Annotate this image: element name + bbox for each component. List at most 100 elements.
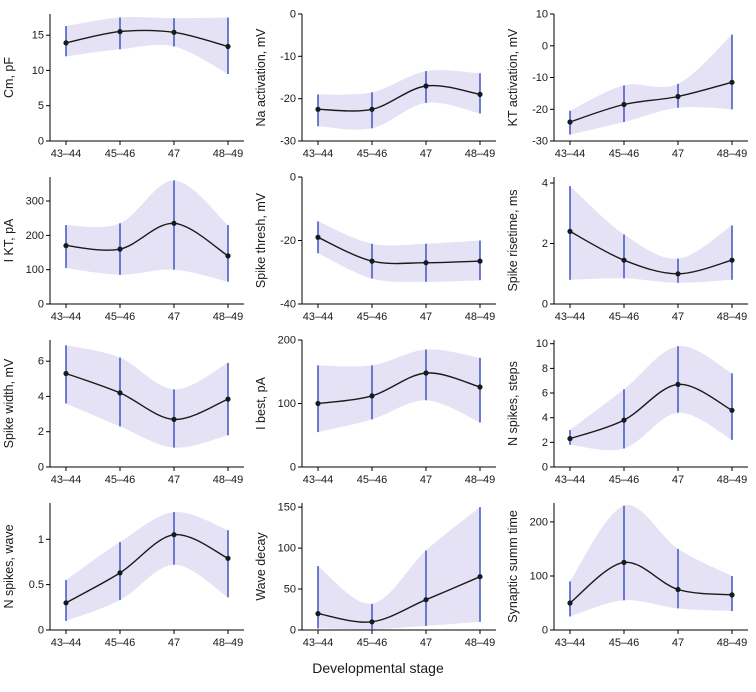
- data-point: [477, 574, 483, 580]
- y-tick-label: -10: [532, 72, 548, 84]
- y-tick-label: 8: [542, 363, 548, 375]
- y-tick-label: 2: [542, 238, 548, 250]
- x-tick-label: 45–46: [105, 474, 136, 486]
- data-point: [315, 611, 321, 617]
- confidence-band: [318, 221, 480, 282]
- data-point: [63, 40, 69, 46]
- x-tick-label: 43–44: [303, 148, 334, 160]
- mean-line: [65, 372, 229, 421]
- y-tick-label: -30: [532, 136, 548, 148]
- data-point: [63, 370, 69, 377]
- y-tick-label: 2: [38, 426, 44, 438]
- x-tick-label: 45–46: [357, 311, 388, 323]
- data-point: [423, 370, 429, 376]
- mean-line: [569, 230, 733, 275]
- y-tick-label: 0: [542, 40, 548, 52]
- x-tick-label: 48–49: [465, 311, 496, 323]
- y-axis-title: Wave decay: [254, 532, 268, 601]
- mean-line: [569, 81, 733, 123]
- x-tick-label: 45–46: [609, 311, 640, 323]
- charts-grid: 0 5 10 15 43–44 45–46 47 48–49 Cm, pF -30 -20 -10 0 4…: [0, 4, 756, 656]
- y-tick-label: 0: [542, 625, 548, 637]
- data-point: [225, 396, 231, 402]
- x-tick-label: 48–49: [717, 474, 748, 486]
- panel-i-best-pa: 0 100 200 43–44 45–46 47 48–49 I best, pA: [254, 335, 496, 486]
- panel-spike-width-mv: 0 2 4 6 43–44 45–46 47 48–49 Spike width, mV: [2, 340, 244, 486]
- x-tick-label: 43–44: [555, 637, 586, 649]
- mean-line: [317, 236, 481, 265]
- x-tick-label: 47: [420, 474, 432, 486]
- x-tick-label: 45–46: [105, 148, 136, 160]
- mean-line: [317, 372, 481, 405]
- x-tick-label: 47: [672, 637, 684, 649]
- y-tick-label: 4: [38, 391, 44, 403]
- data-point: [369, 106, 375, 112]
- y-tick-label: 100: [530, 571, 548, 583]
- x-tick-label: 43–44: [555, 148, 586, 160]
- confidence-band: [318, 70, 480, 130]
- data-point: [423, 260, 429, 266]
- data-point: [63, 600, 69, 606]
- x-tick-label: 48–49: [465, 637, 496, 649]
- y-axis-title: N spikes, wave: [2, 524, 16, 608]
- data-point: [117, 570, 123, 576]
- y-axis-title: Spike width, mV: [2, 358, 16, 448]
- data-point: [729, 257, 735, 263]
- data-point: [477, 91, 483, 97]
- x-tick-label: 48–49: [213, 311, 244, 323]
- y-tick-label: 4: [542, 412, 548, 424]
- y-tick-label: 200: [530, 516, 548, 528]
- confidence-band: [66, 345, 228, 448]
- y-tick-label: 0: [542, 299, 548, 311]
- y-tick-label: 100: [26, 264, 44, 276]
- x-tick-label: 43–44: [303, 311, 334, 323]
- mean-line: [65, 533, 229, 604]
- data-point: [315, 106, 321, 112]
- figure: 0 5 10 15 43–44 45–46 47 48–49 Cm, pF -30 -20 -10 0 4…: [0, 4, 756, 676]
- y-tick-label: 0: [38, 462, 44, 474]
- data-point: [567, 600, 573, 606]
- y-axis-title: Synaptic summ time: [506, 510, 520, 623]
- x-tick-label: 47: [672, 474, 684, 486]
- x-tick-label: 45–46: [609, 637, 640, 649]
- confidence-band: [570, 186, 732, 283]
- data-point: [369, 393, 375, 399]
- y-tick-label: -20: [280, 235, 296, 247]
- y-axis-title: Na activation, mV: [254, 28, 268, 127]
- data-point: [225, 555, 231, 561]
- mean-line: [65, 29, 229, 48]
- y-tick-label: 5: [38, 100, 44, 112]
- confidence-band: [318, 507, 480, 630]
- data-point: [675, 381, 681, 387]
- x-tick-label: 43–44: [303, 474, 334, 486]
- data-point: [225, 43, 231, 50]
- confidence-band: [66, 180, 228, 282]
- x-tick-label: 48–49: [717, 148, 748, 160]
- y-tick-label: 0: [290, 172, 296, 184]
- data-point: [675, 586, 681, 593]
- data-point: [477, 384, 483, 390]
- y-tick-label: 0: [38, 299, 44, 311]
- x-tick-label: 48–49: [213, 474, 244, 486]
- x-tick-label: 48–49: [465, 148, 496, 160]
- mean-line: [65, 222, 229, 257]
- data-point: [477, 258, 483, 264]
- panel-cm-pf: 0 5 10 15 43–44 45–46 47 48–49 Cm, pF: [2, 14, 244, 160]
- y-axis-title: I best, pA: [254, 376, 268, 429]
- data-point: [675, 93, 681, 100]
- data-point: [675, 271, 681, 277]
- panel-n-spikes-wave: 0 0.5 1 43–44 45–46 47 48–49 N spikes, wave: [2, 503, 244, 649]
- y-tick-label: -30: [280, 136, 296, 148]
- y-tick-label: 10: [32, 65, 44, 77]
- data-point: [621, 257, 627, 263]
- x-tick-label: 47: [168, 148, 180, 160]
- panel-kt-activation-mv: -30 -20 -10 0 10 43–44 45–46 47 48–49 KT activati…: [506, 9, 748, 160]
- y-axis-title: I KT, pA: [2, 218, 16, 262]
- y-tick-label: 10: [536, 9, 548, 21]
- x-tick-label: 43–44: [51, 637, 82, 649]
- x-tick-label: 45–46: [357, 148, 388, 160]
- x-tick-label: 47: [168, 474, 180, 486]
- y-tick-label: 6: [38, 356, 44, 368]
- y-axis-title: Cm, pF: [2, 57, 16, 98]
- y-tick-label: 0: [290, 462, 296, 474]
